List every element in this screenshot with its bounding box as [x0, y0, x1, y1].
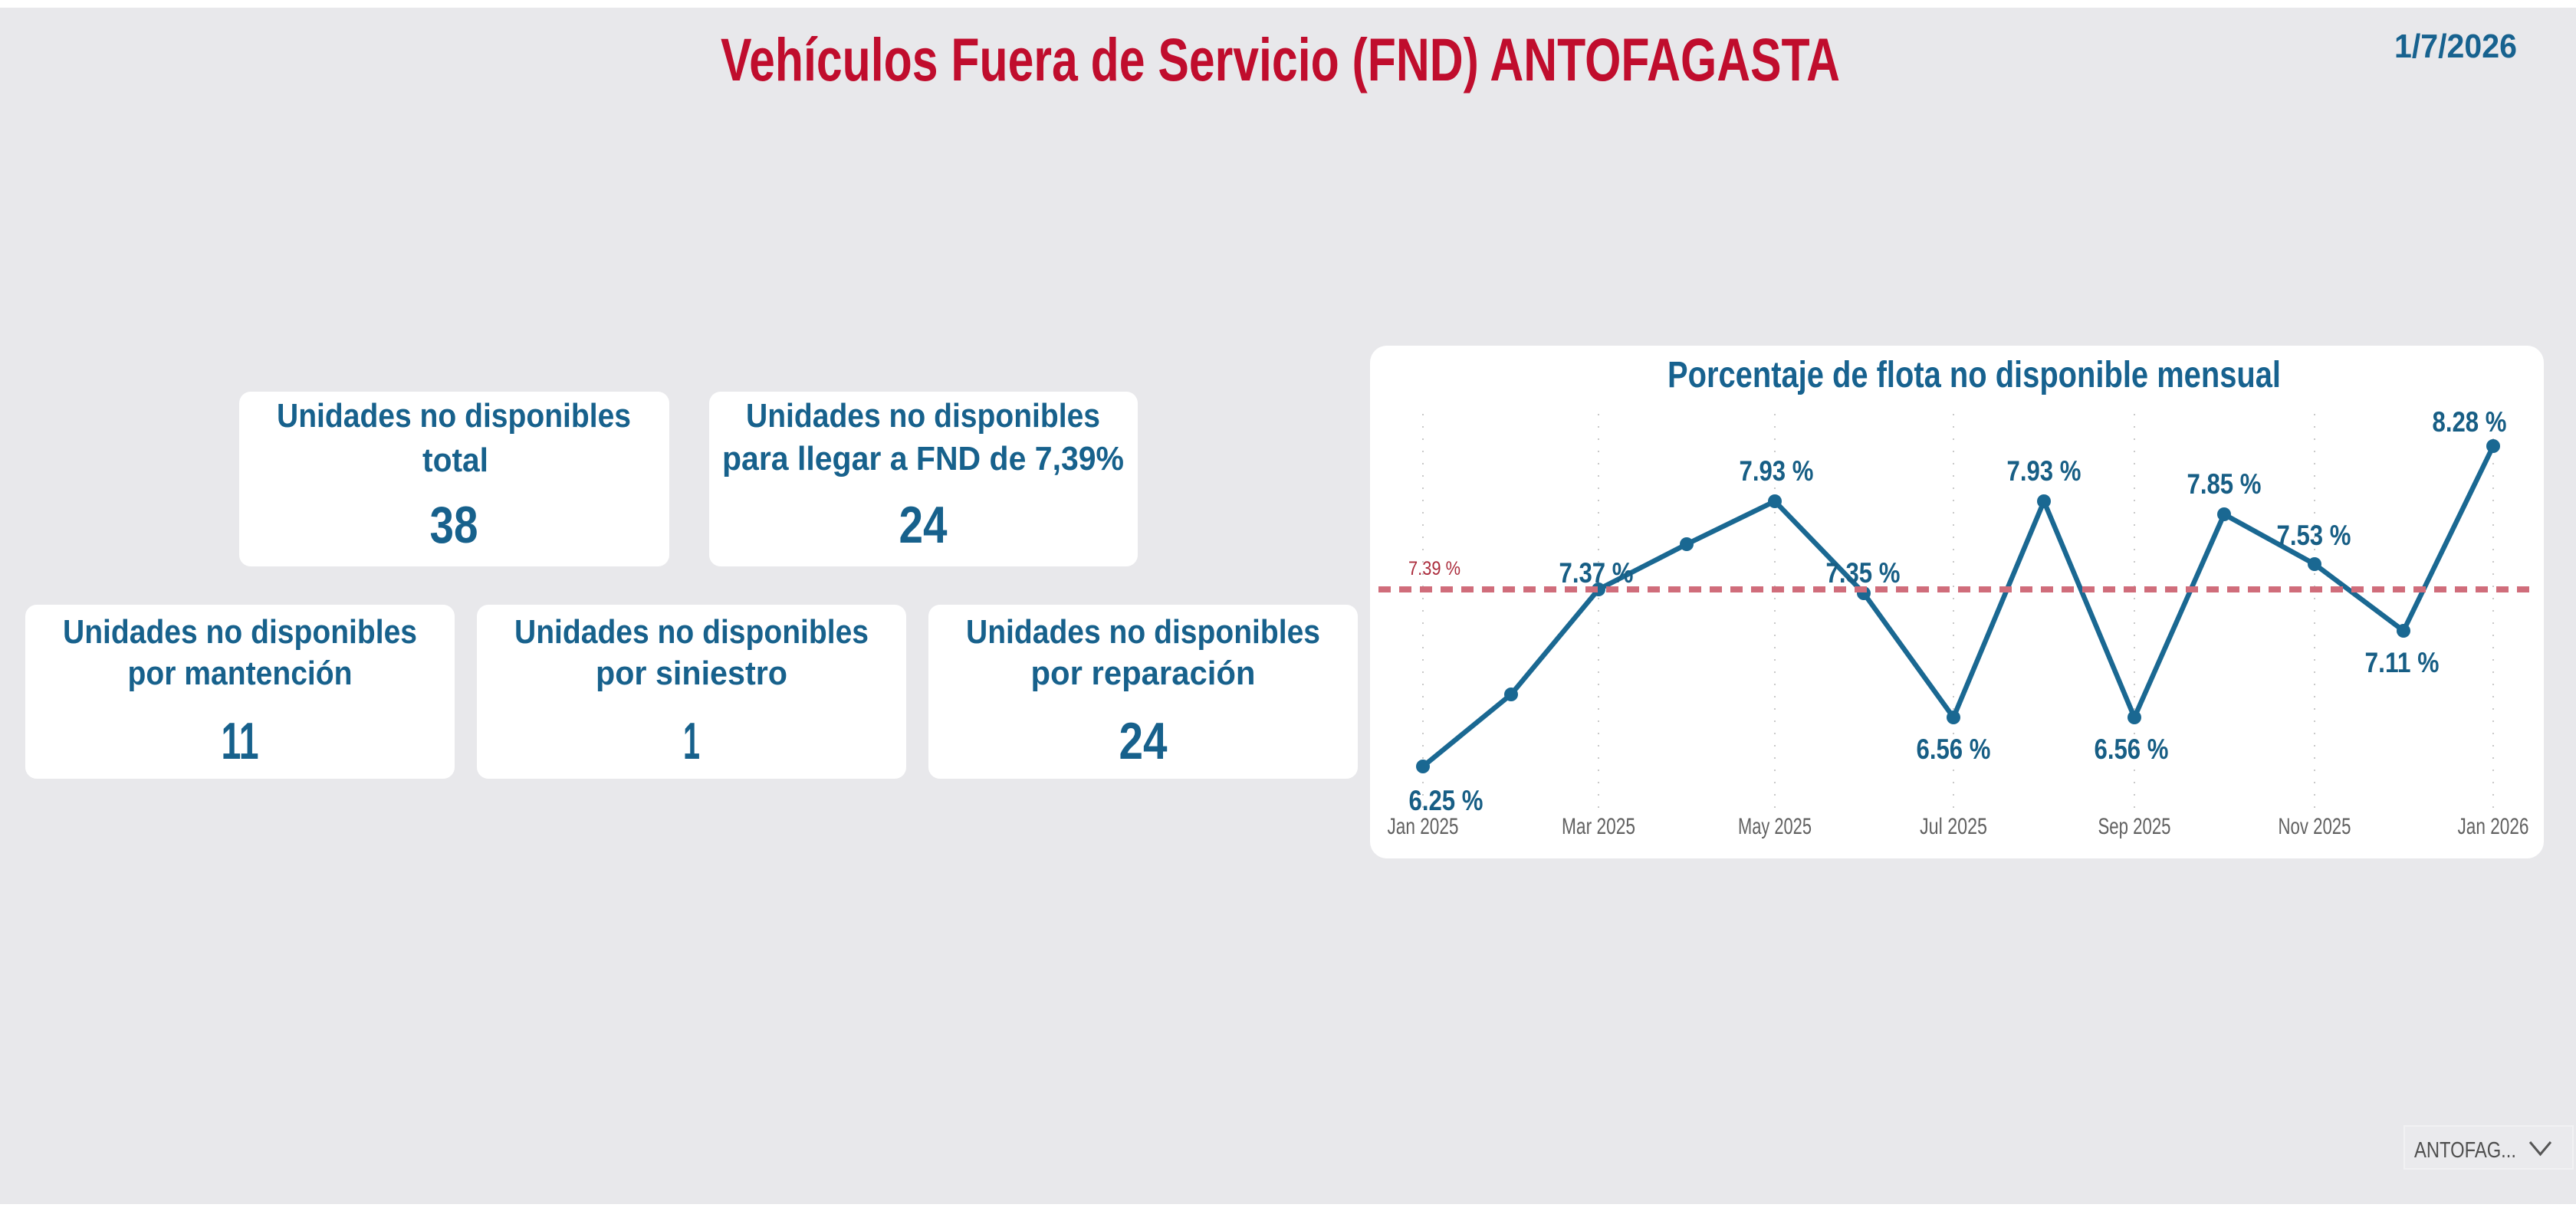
svg-text:por reparación: por reparación	[1031, 655, 1256, 692]
svg-text:May 2025: May 2025	[1738, 814, 1812, 839]
svg-text:24: 24	[899, 496, 948, 554]
svg-text:por mantención: por mantención	[128, 655, 353, 692]
svg-text:para llegar a FND de 7,39%: para llegar a FND de 7,39%	[722, 440, 1124, 478]
svg-text:6.56 %: 6.56 %	[2095, 733, 2169, 765]
svg-text:Unidades no disponibles: Unidades no disponibles	[514, 613, 869, 651]
svg-text:total: total	[422, 441, 488, 479]
svg-text:1: 1	[683, 712, 700, 770]
svg-text:Porcentaje de flota no disponi: Porcentaje de flota no disponible mensua…	[1668, 355, 2281, 395]
svg-text:7.11 %: 7.11 %	[2365, 647, 2440, 678]
svg-text:11: 11	[222, 712, 259, 770]
svg-text:7.39 %: 7.39 %	[1408, 558, 1460, 579]
svg-text:38: 38	[430, 496, 478, 554]
svg-text:ANTOFAG...: ANTOFAG...	[2414, 1138, 2516, 1163]
svg-text:24: 24	[1119, 712, 1168, 770]
svg-text:Jan 2026: Jan 2026	[2458, 814, 2529, 839]
svg-text:6.56 %: 6.56 %	[1917, 733, 1991, 765]
svg-text:1/7/2026: 1/7/2026	[2394, 28, 2517, 65]
svg-text:Unidades no disponibles: Unidades no disponibles	[277, 397, 631, 435]
svg-text:Unidades no disponibles: Unidades no disponibles	[63, 613, 417, 651]
svg-text:7.37 %: 7.37 %	[1559, 557, 1634, 589]
svg-text:Unidades no disponibles: Unidades no disponibles	[966, 613, 1320, 651]
svg-text:Vehículos Fuera de Servicio (F: Vehículos Fuera de Servicio (FND) ANTOFA…	[721, 25, 1840, 94]
svg-text:Nov 2025: Nov 2025	[2279, 814, 2351, 839]
svg-text:7.53 %: 7.53 %	[2277, 520, 2351, 551]
svg-text:por siniestro: por siniestro	[596, 655, 787, 692]
svg-text:7.35 %: 7.35 %	[1826, 557, 1901, 589]
svg-text:6.25 %: 6.25 %	[1409, 785, 1484, 816]
svg-text:7.93 %: 7.93 %	[2007, 455, 2082, 487]
svg-text:7.93 %: 7.93 %	[1740, 455, 1814, 487]
svg-text:Jul 2025: Jul 2025	[1920, 814, 1987, 839]
svg-text:Sep 2025: Sep 2025	[2098, 814, 2171, 839]
svg-text:7.85 %: 7.85 %	[2187, 468, 2262, 500]
svg-text:Jan 2025: Jan 2025	[1388, 814, 1459, 839]
svg-text:Mar 2025: Mar 2025	[1562, 814, 1635, 839]
svg-text:8.28 %: 8.28 %	[2433, 406, 2507, 438]
svg-text:Unidades no disponibles: Unidades no disponibles	[746, 397, 1100, 435]
